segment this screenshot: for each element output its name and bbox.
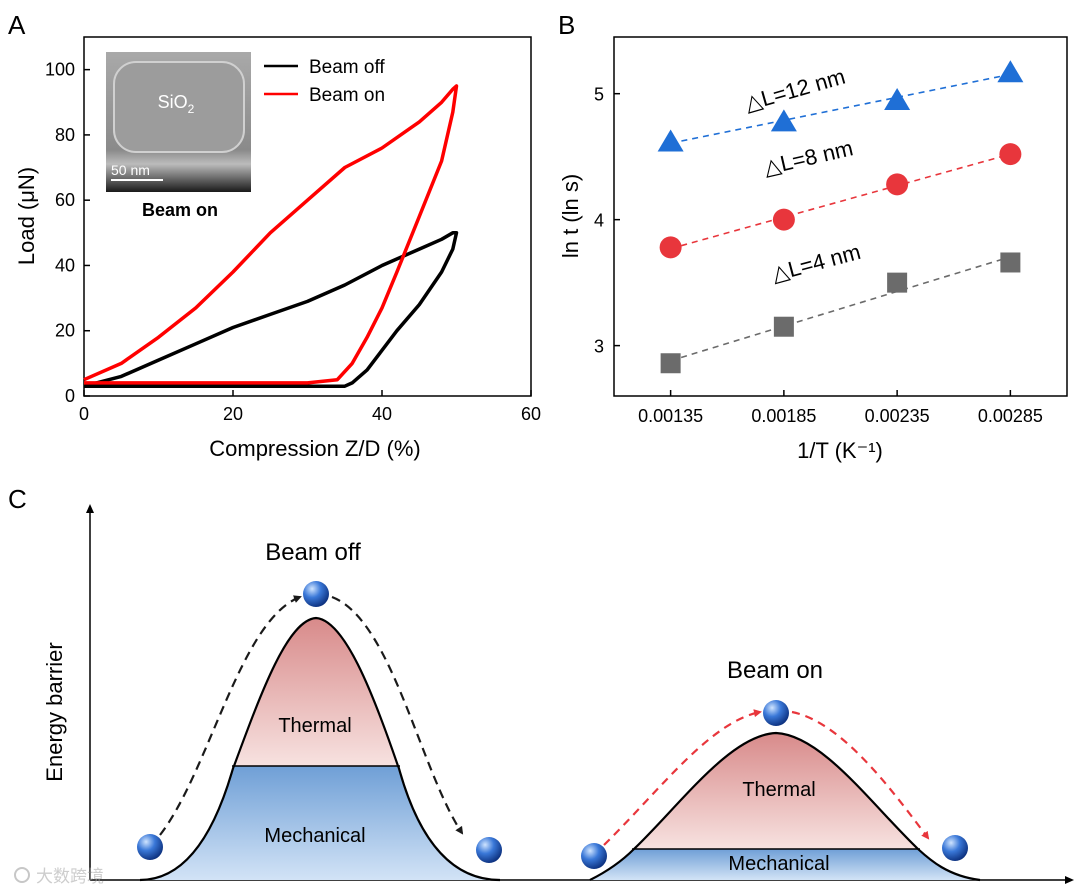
point-dl12 <box>997 60 1024 83</box>
barrier-beam-off: Thermal Mechanical Beam off <box>137 539 502 882</box>
inset-material-label: SiO2 <box>158 92 195 116</box>
panel-b-ytick-label: 4 <box>594 211 604 231</box>
panel-a-ylabel: Load (μN) <box>14 167 39 265</box>
panel-b-xlabel: 1/T (K⁻¹) <box>797 438 883 463</box>
particle-start-beam-on <box>581 843 607 869</box>
panel-b-xtick-label: 0.00185 <box>751 406 816 426</box>
panel-a-xtick-label: 60 <box>521 404 541 424</box>
particle-top-beam-off <box>303 581 329 607</box>
point-dl12 <box>770 109 797 132</box>
particle-end-beam-on <box>942 835 968 861</box>
energy-axis-label: Energy barrier <box>42 642 67 781</box>
panel-a-xtick-label: 40 <box>372 404 392 424</box>
panel-a-xlabel: Compression Z/D (%) <box>209 436 420 461</box>
legend-label-beam-off: Beam off <box>309 57 385 78</box>
thermal-label-beam-off: Thermal <box>278 715 351 737</box>
panel-b-xtick-label: 0.00285 <box>978 406 1043 426</box>
panel-b-series <box>657 60 1024 374</box>
point-dl12 <box>657 129 684 152</box>
path-arrow-up-beam-on <box>603 709 762 846</box>
point-dl8 <box>772 208 795 231</box>
thermal-label-beam-on: Thermal <box>742 779 815 801</box>
panel-a-chart: 0 20 40 60 0 20 40 60 80 100 SiO2 50 nm Beam on B… <box>14 36 541 461</box>
panel-a-frame <box>83 36 532 397</box>
title-beam-off: Beam off <box>265 539 361 566</box>
panel-a-legend: Beam off Beam on <box>264 57 385 106</box>
panel-b-xtick-label: 0.00235 <box>865 406 930 426</box>
panel-a-ytick-label: 40 <box>55 255 75 275</box>
mechanical-region-beam-on <box>590 849 980 880</box>
watermark-text: 大数跨境 <box>36 867 104 886</box>
panel-b-frame <box>613 36 1068 397</box>
panel-a-series-beam-off <box>83 231 459 388</box>
fit-line-dl8 <box>670 153 1011 250</box>
watermark: 大数跨境 <box>14 867 104 886</box>
sio2-particle <box>113 61 245 153</box>
barrier-curve-beam-on <box>589 731 981 882</box>
panel-a-ytick-label: 20 <box>55 321 75 341</box>
barrier-beam-on: Thermal Mechanical Beam on <box>581 657 981 882</box>
panel-b-ytick-label: 5 <box>594 85 604 105</box>
inset-caption: Beam on <box>142 200 218 220</box>
panel-a-series-beam-on <box>83 84 459 385</box>
point-dl4 <box>1000 252 1021 273</box>
series-label-dl8: △L=8 nm <box>761 135 855 180</box>
fit-line-dl12 <box>670 73 1011 144</box>
point-dl4 <box>773 316 794 337</box>
barrier-curve-beam-off <box>139 616 501 882</box>
particle-top-beam-on <box>763 700 789 726</box>
panel-label-c: C <box>8 484 27 514</box>
panel-c-diagram: Energy barrier Thermal Mechanical Beam o… <box>42 504 1074 884</box>
title-beam-on: Beam on <box>727 657 823 684</box>
path-arrow-up-beam-off <box>159 595 302 836</box>
mechanical-region-beam-off <box>140 766 500 880</box>
panel-label-a: A <box>8 10 26 40</box>
panel-b-ylabel: ln t (ln s) <box>558 174 583 258</box>
mechanical-label-beam-off: Mechanical <box>264 825 365 847</box>
panel-b-ytick-label: 3 <box>594 337 604 357</box>
panel-a-xtick-label: 0 <box>79 404 89 424</box>
mechanical-label-beam-on: Mechanical <box>728 853 829 875</box>
panel-a-xtick-label: 20 <box>223 404 243 424</box>
point-dl8 <box>659 236 682 259</box>
panel-label-b: B <box>558 10 575 40</box>
panel-b-ticks: 0.00135 0.00185 0.00235 0.00285 3 4 5 <box>594 85 1043 426</box>
path-arrow-down-beam-on <box>791 710 930 840</box>
panel-a-ticks: 0 20 40 60 0 20 40 60 80 100 <box>45 60 541 424</box>
panel-a-ytick-label: 100 <box>45 60 75 80</box>
path-arrow-down-beam-off <box>331 595 464 835</box>
point-dl4 <box>660 353 681 374</box>
series-label-dl4: △L=4 nm <box>769 239 863 287</box>
point-dl8 <box>999 143 1022 166</box>
sem-inset: SiO2 50 nm Beam on <box>106 52 251 220</box>
panel-a-ytick-label: 60 <box>55 190 75 210</box>
panel-a-series <box>83 84 459 388</box>
fit-line-dl4 <box>670 256 1011 362</box>
panel-b-chart: 0.00135 0.00185 0.00235 0.00285 3 4 5 △L=12 nm… <box>558 36 1068 463</box>
legend-label-beam-on: Beam on <box>309 85 385 106</box>
particle-end-beam-off <box>476 837 502 863</box>
panel-b-xtick-label: 0.00135 <box>638 406 703 426</box>
point-dl4 <box>887 272 908 293</box>
point-dl12 <box>884 87 911 110</box>
scale-bar-label: 50 nm <box>111 162 150 178</box>
point-dl8 <box>886 173 909 196</box>
thermal-region-beam-off <box>234 618 398 766</box>
panel-a-ytick-label: 80 <box>55 125 75 145</box>
particle-start-beam-off <box>137 834 163 860</box>
watermark-logo-icon <box>14 867 30 883</box>
thermal-region-beam-on <box>634 733 918 849</box>
series-label-dl12: △L=12 nm <box>742 64 848 116</box>
panel-a-ytick-label: 0 <box>65 386 75 406</box>
